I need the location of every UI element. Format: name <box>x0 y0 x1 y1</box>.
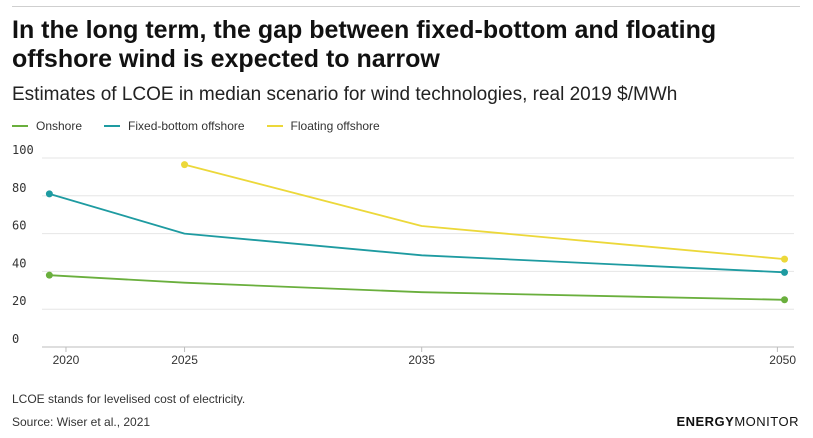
legend-item-floating[interactable]: Floating offshore <box>266 119 380 133</box>
y-tick-label: 20 <box>12 294 26 308</box>
series-line <box>49 193 785 274</box>
data-point <box>781 268 789 276</box>
legend-swatch <box>12 125 28 127</box>
data-point <box>45 190 53 198</box>
brand-bold: ENERGY <box>676 414 735 429</box>
x-tick-label: 2025 <box>171 353 198 367</box>
chart-title: In the long term, the gap between fixed-… <box>12 16 717 73</box>
x-tick-label: 2020 <box>53 353 80 367</box>
data-point <box>45 271 53 279</box>
legend-label: Onshore <box>36 119 83 133</box>
source-note: Source: Wiser et al., 2021 <box>12 415 151 429</box>
x-tick-label: 2050 <box>769 353 796 367</box>
y-tick-label: 0 <box>12 332 19 346</box>
chart-subtitle: Estimates of LCOE in median scenario for… <box>12 84 678 105</box>
data-point <box>181 161 189 169</box>
data-point <box>781 296 789 304</box>
series-line <box>184 163 785 260</box>
brand-light: MONITOR <box>734 414 799 429</box>
legend-item-fixed-bottom[interactable]: Fixed-bottom offshore <box>104 119 245 133</box>
legend-swatch <box>104 125 121 127</box>
data-point <box>781 255 789 263</box>
x-tick-label: 2035 <box>408 353 435 367</box>
footnote: LCOE stands for levelised cost of electr… <box>12 392 246 406</box>
top-rule <box>12 6 800 7</box>
legend-label: Fixed-bottom offshore <box>128 119 245 133</box>
brand-logo: ENERGYMONITOR <box>676 414 799 429</box>
y-tick-label: 60 <box>12 219 26 233</box>
legend-item-onshore[interactable]: Onshore <box>12 119 82 133</box>
legend-swatch <box>266 125 283 127</box>
y-tick-label: 80 <box>12 181 26 195</box>
y-tick-label: 40 <box>12 256 26 270</box>
y-tick-label: 100 <box>12 143 34 157</box>
series-line <box>49 274 785 301</box>
legend-label: Floating offshore <box>290 119 380 133</box>
legend: Onshore Fixed-bottom offshore Floating o… <box>12 119 402 133</box>
